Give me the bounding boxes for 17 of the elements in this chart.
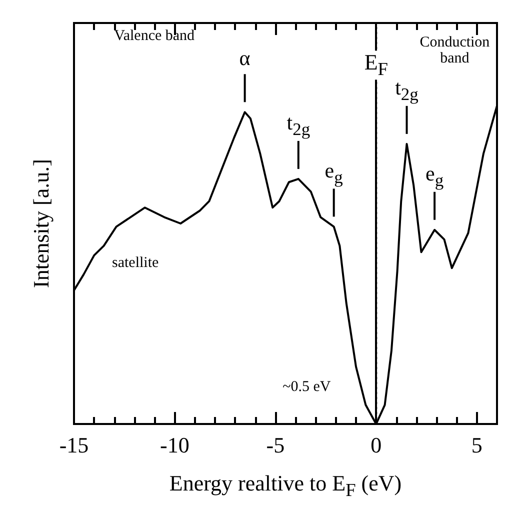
x-tick-label: -10 (160, 432, 190, 458)
x-tick-label: 0 (370, 432, 382, 458)
annotation: satellite (112, 254, 159, 272)
x-axis-title: Energy realtive to E$_{F}$ (eV) (169, 470, 402, 500)
text: Conduction band (420, 34, 490, 67)
x-tick-label: -5 (266, 432, 285, 458)
x-tick-label: -15 (59, 432, 89, 458)
annotation: e$_{g}$ (324, 158, 343, 187)
text: Valence band (114, 28, 195, 45)
annotation: t$_{2g}$ (286, 110, 310, 139)
x-tick-label: 5 (471, 432, 482, 458)
ref-line-label: E$_{F}$ (364, 50, 388, 80)
annotation: t$_{2g}$ (395, 76, 418, 104)
annotation: e$_{g}$ (426, 162, 444, 190)
y-axis-title: Intensity [a.u.] (28, 159, 54, 288)
annotation: α (239, 46, 250, 70)
annotation: ~0.5 eV (282, 379, 331, 396)
